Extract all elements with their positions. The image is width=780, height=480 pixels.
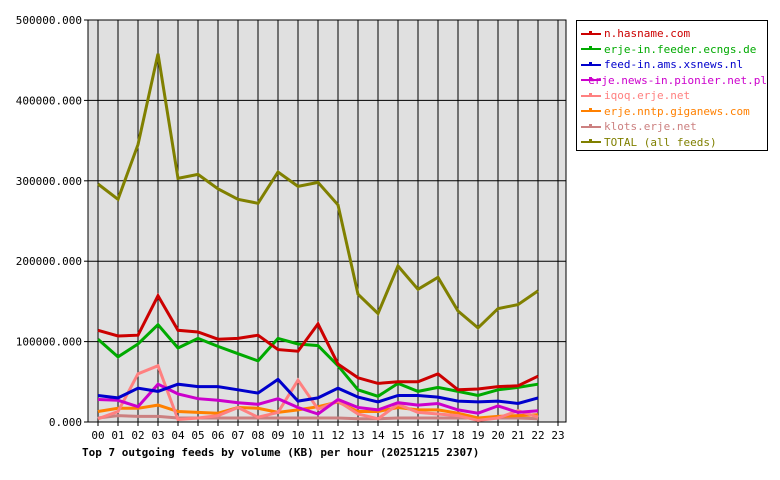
legend-swatch-icon bbox=[581, 29, 601, 39]
legend-item: iqoq.erje.net bbox=[581, 88, 767, 104]
legend-label: feed-in.ams.xsnews.nl bbox=[604, 58, 744, 72]
plot-area bbox=[87, 19, 567, 423]
legend-item: klots.erje.net bbox=[581, 119, 767, 135]
x-tick-label: 03 bbox=[151, 429, 164, 442]
x-tick-label: 05 bbox=[191, 429, 204, 442]
legend-swatch-icon bbox=[581, 75, 601, 85]
legend-swatch-icon bbox=[581, 60, 601, 70]
legend-label: n.hasname.com bbox=[604, 27, 691, 41]
legend-label: iqoq.erje.net bbox=[604, 89, 691, 103]
x-tick-label: 00 bbox=[91, 429, 104, 442]
x-tick-label: 15 bbox=[391, 429, 404, 442]
x-tick-label: 21 bbox=[511, 429, 524, 442]
series-line bbox=[97, 53, 539, 330]
legend-label: erje.nntp.giganews.com bbox=[604, 104, 750, 118]
y-tick-label: 500000.000 bbox=[16, 14, 82, 27]
x-tick-label: 01 bbox=[111, 429, 124, 442]
series-line bbox=[97, 377, 539, 406]
x-tick-label: 11 bbox=[311, 429, 324, 442]
x-tick-label: 12 bbox=[331, 429, 344, 442]
series-lines bbox=[97, 53, 539, 422]
series-line bbox=[97, 363, 539, 422]
x-tick-label: 17 bbox=[431, 429, 444, 442]
y-tick-label: 0.000 bbox=[49, 416, 82, 429]
x-tick-label: 13 bbox=[351, 429, 364, 442]
x-tick-label: 14 bbox=[371, 429, 385, 442]
horizontal-gridlines bbox=[88, 19, 566, 423]
x-tick-label: 06 bbox=[211, 429, 224, 442]
legend: n.hasname.com erje-in.feeder.ecngs.de feed… bbox=[576, 20, 768, 151]
series-line bbox=[97, 382, 539, 416]
legend-label: erje-in.feeder.ecngs.de bbox=[604, 42, 757, 56]
legend-item: erje-in.feeder.ecngs.de bbox=[581, 42, 767, 58]
legend-swatch-icon bbox=[581, 44, 601, 54]
y-tick-label: 300000.000 bbox=[16, 175, 82, 188]
x-tick-label: 18 bbox=[451, 429, 464, 442]
x-tick-label: 04 bbox=[171, 429, 185, 442]
legend-item: feed-in.ams.xsnews.nl bbox=[581, 57, 767, 73]
y-tick-label: 100000.000 bbox=[16, 336, 82, 349]
legend-label: klots.erje.net bbox=[604, 120, 697, 134]
chart-title: Top 7 outgoing feeds by volume (KB) per … bbox=[82, 446, 479, 459]
x-tick-label: 23 bbox=[551, 429, 564, 442]
x-axis-ticks: 00 01 02 03 04 05 06 07 08 09 10 11 12 13 14 15 16 17 18 19… bbox=[91, 422, 565, 442]
legend-swatch-icon bbox=[581, 106, 601, 116]
legend-item: n.hasname.com bbox=[581, 26, 767, 42]
y-tick-label: 400000.000 bbox=[16, 94, 82, 107]
x-tick-label: 19 bbox=[471, 429, 484, 442]
series-line bbox=[97, 292, 539, 392]
x-tick-label: 22 bbox=[531, 429, 544, 442]
x-tick-label: 02 bbox=[131, 429, 144, 442]
x-tick-label: 20 bbox=[491, 429, 504, 442]
y-tick-label: 200000.000 bbox=[16, 255, 82, 268]
x-tick-label: 16 bbox=[411, 429, 424, 442]
legend-item: erje.news-in.pionier.net.pl bbox=[581, 73, 767, 89]
series-line bbox=[97, 322, 539, 398]
y-axis-ticks: 0.000 100000.000 200000.000 300000.000 40000… bbox=[16, 14, 88, 429]
vertical-gridlines bbox=[97, 20, 559, 422]
legend-label: erje.news-in.pionier.net.pl bbox=[588, 73, 767, 87]
x-tick-label: 09 bbox=[271, 429, 284, 442]
legend-swatch-icon bbox=[581, 137, 601, 147]
legend-label: TOTAL (all feeds) bbox=[604, 135, 717, 149]
legend-swatch-icon bbox=[581, 122, 601, 132]
legend-item: erje.nntp.giganews.com bbox=[581, 104, 767, 120]
x-tick-label: 08 bbox=[251, 429, 264, 442]
legend-swatch-icon bbox=[581, 91, 601, 101]
x-tick-label: 07 bbox=[231, 429, 244, 442]
legend-item: TOTAL (all feeds) bbox=[581, 135, 767, 151]
x-tick-label: 10 bbox=[291, 429, 304, 442]
